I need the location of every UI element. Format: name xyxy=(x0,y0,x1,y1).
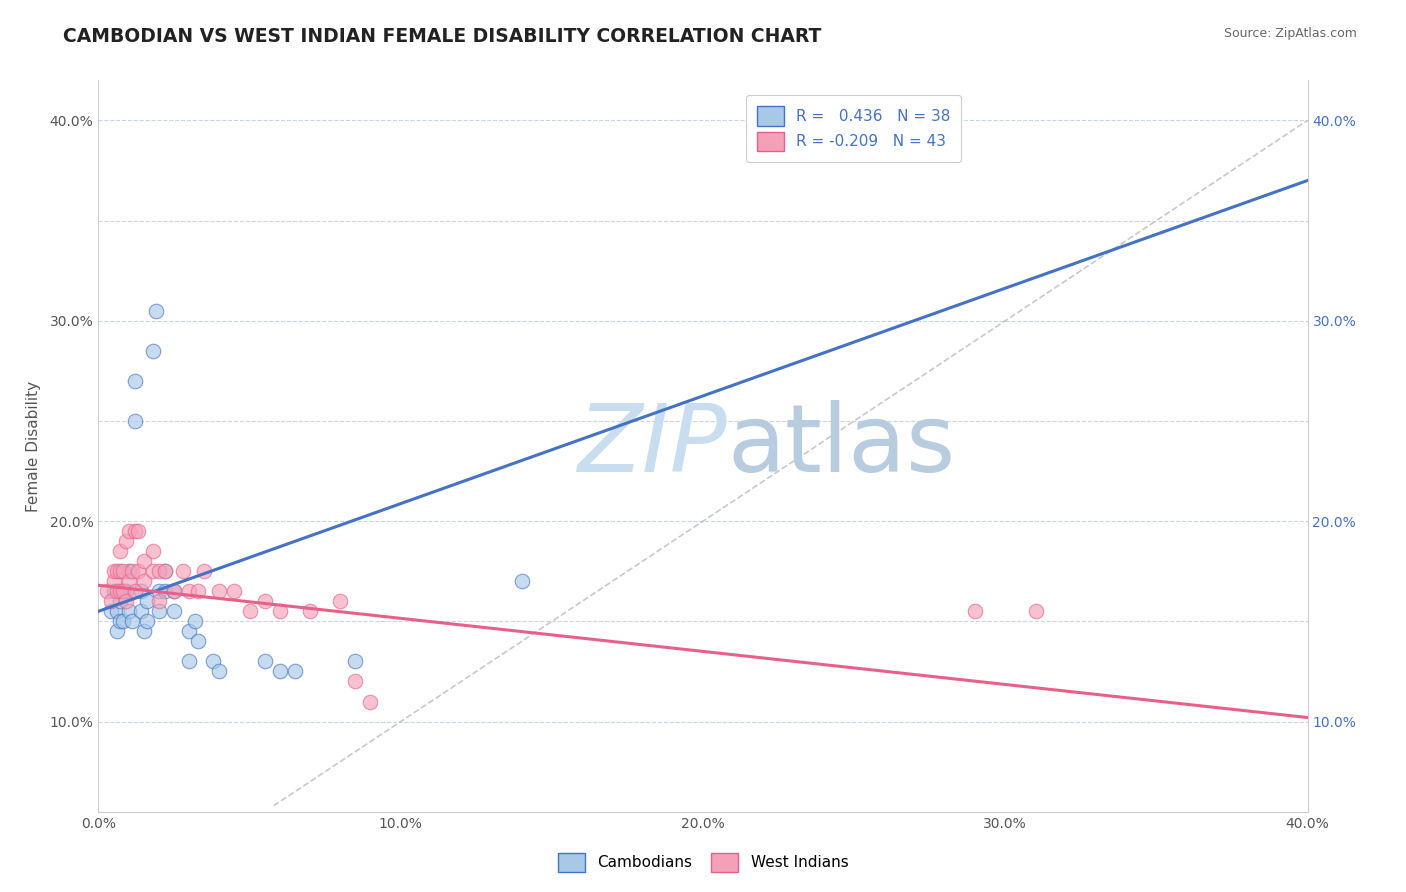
Point xyxy=(100,594,122,608)
Point xyxy=(118,524,141,538)
Point xyxy=(142,564,165,578)
Point xyxy=(269,604,291,618)
Point xyxy=(148,564,170,578)
Point xyxy=(299,604,322,618)
Point xyxy=(184,615,207,629)
Point xyxy=(118,604,141,618)
Point xyxy=(118,574,141,589)
Point xyxy=(208,584,231,599)
Point xyxy=(148,594,170,608)
Point xyxy=(132,574,155,589)
Point xyxy=(124,584,146,599)
Point xyxy=(965,604,987,618)
Point xyxy=(103,564,125,578)
Point xyxy=(108,594,131,608)
Point xyxy=(193,564,215,578)
Point xyxy=(202,655,225,669)
Point xyxy=(114,534,136,549)
Point xyxy=(127,564,149,578)
Y-axis label: Female Disability: Female Disability xyxy=(27,380,41,512)
Point xyxy=(129,584,152,599)
Point xyxy=(179,584,201,599)
Point xyxy=(187,584,209,599)
Point xyxy=(103,574,125,589)
Point xyxy=(103,584,125,599)
Point xyxy=(329,594,352,608)
Point xyxy=(111,564,134,578)
Point xyxy=(224,584,246,599)
Point xyxy=(163,604,186,618)
Point xyxy=(179,624,201,639)
Point xyxy=(124,374,146,388)
Point xyxy=(129,604,152,618)
Point xyxy=(121,564,143,578)
Point xyxy=(135,615,157,629)
Legend: Cambodians, West Indians: Cambodians, West Indians xyxy=(550,845,856,880)
Point xyxy=(114,594,136,608)
Point xyxy=(111,584,134,599)
Point xyxy=(108,615,131,629)
Point xyxy=(132,624,155,639)
Point xyxy=(360,694,382,708)
Point xyxy=(142,544,165,558)
Point xyxy=(108,544,131,558)
Point xyxy=(187,634,209,648)
Point xyxy=(239,604,262,618)
Text: atlas: atlas xyxy=(727,400,956,492)
Point xyxy=(108,584,131,599)
Text: Source: ZipAtlas.com: Source: ZipAtlas.com xyxy=(1223,27,1357,40)
Point xyxy=(111,615,134,629)
Point xyxy=(510,574,533,589)
Point xyxy=(96,584,118,599)
Point xyxy=(118,564,141,578)
Point xyxy=(163,584,186,599)
Point xyxy=(145,303,167,318)
Point xyxy=(127,524,149,538)
Point xyxy=(114,584,136,599)
Point xyxy=(153,564,176,578)
Point xyxy=(142,343,165,358)
Point xyxy=(253,655,276,669)
Point xyxy=(124,524,146,538)
Point xyxy=(105,564,128,578)
Point xyxy=(208,665,231,679)
Point xyxy=(135,594,157,608)
Point xyxy=(253,594,276,608)
Point xyxy=(105,584,128,599)
Legend: R =   0.436   N = 38, R = -0.209   N = 43: R = 0.436 N = 38, R = -0.209 N = 43 xyxy=(747,95,962,162)
Point xyxy=(172,564,194,578)
Point xyxy=(121,615,143,629)
Point xyxy=(148,584,170,599)
Point xyxy=(132,554,155,568)
Text: ZIP: ZIP xyxy=(578,401,727,491)
Point xyxy=(111,584,134,599)
Text: CAMBODIAN VS WEST INDIAN FEMALE DISABILITY CORRELATION CHART: CAMBODIAN VS WEST INDIAN FEMALE DISABILI… xyxy=(63,27,821,45)
Point xyxy=(153,564,176,578)
Point xyxy=(1024,604,1046,618)
Point xyxy=(153,584,176,599)
Point xyxy=(163,584,186,599)
Point xyxy=(344,674,367,689)
Point xyxy=(108,564,131,578)
Point xyxy=(105,604,128,618)
Point xyxy=(284,665,307,679)
Point xyxy=(124,414,146,428)
Point xyxy=(100,604,122,618)
Point xyxy=(269,665,291,679)
Point xyxy=(148,604,170,618)
Point xyxy=(179,655,201,669)
Point xyxy=(105,624,128,639)
Point xyxy=(344,655,367,669)
